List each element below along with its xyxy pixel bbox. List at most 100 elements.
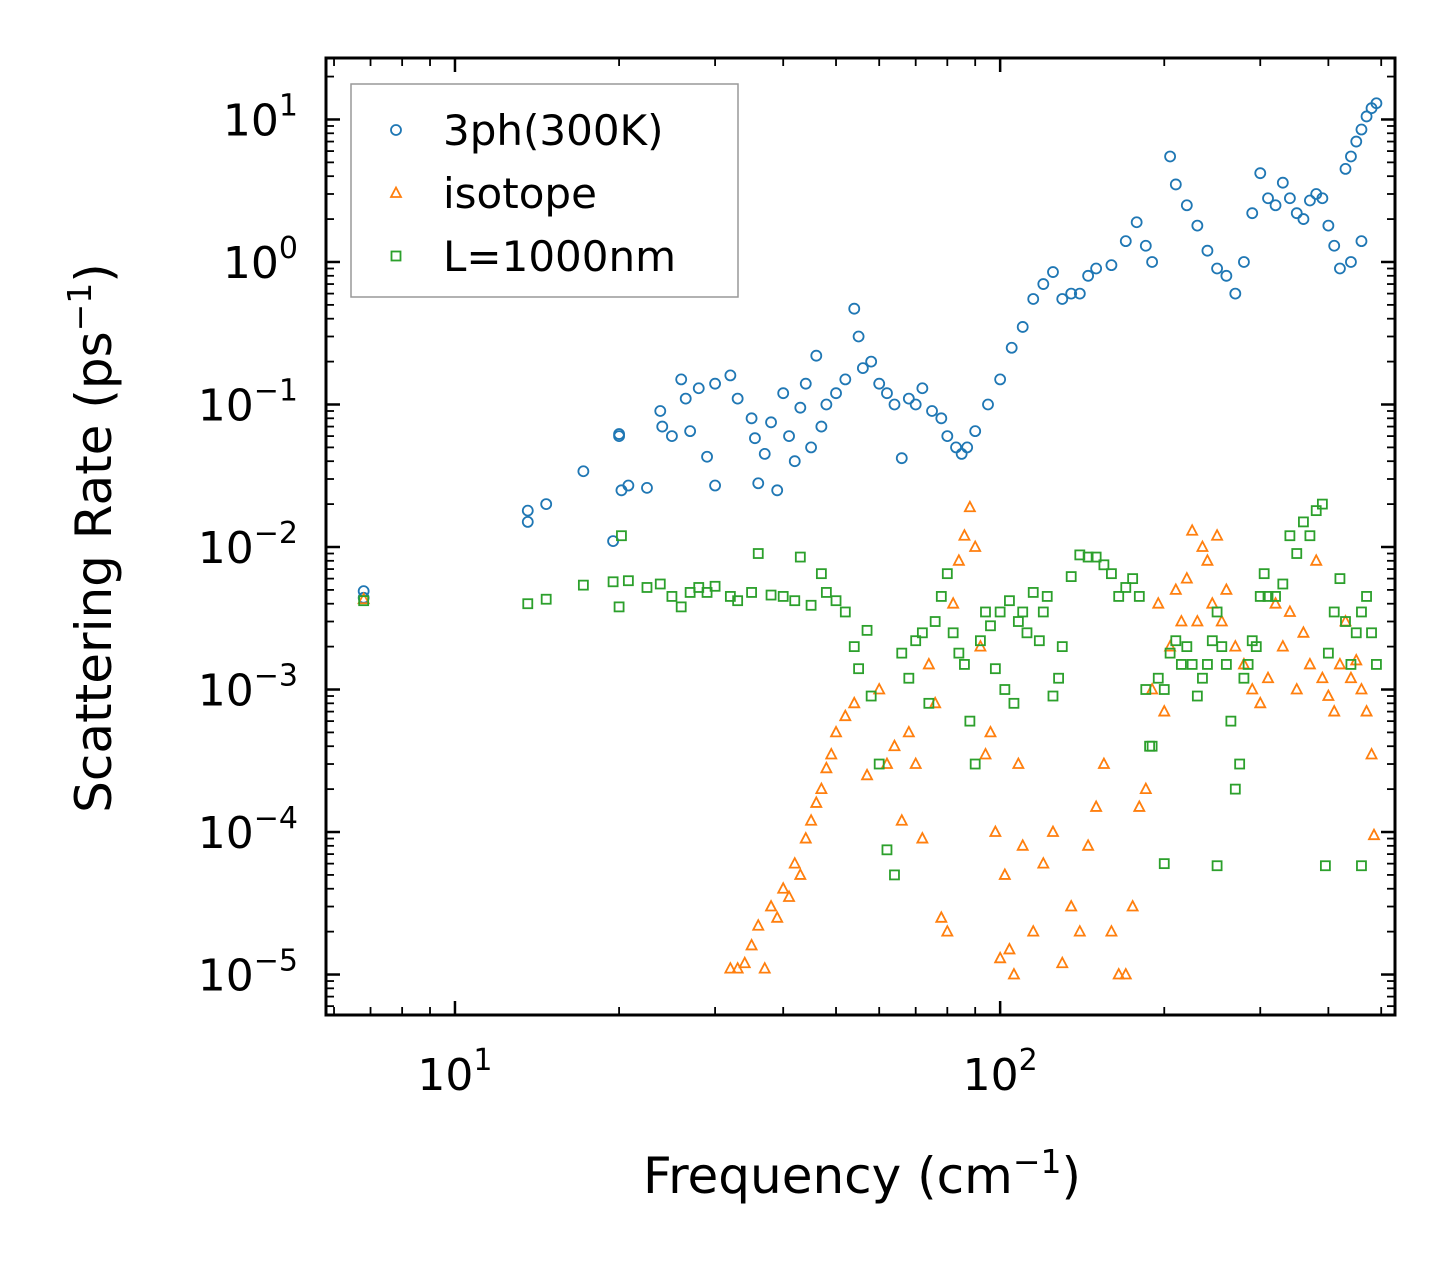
data-point [1310,505,1322,517]
data-point [935,591,947,602]
data-point [1360,110,1373,123]
data-point [1146,256,1159,268]
data-point [765,416,777,429]
data-point [1276,176,1289,189]
data-point [1027,587,1039,598]
data-point [982,398,994,411]
data-point [865,690,877,702]
data-point [666,430,678,443]
data-point [853,663,864,675]
data-point [810,349,823,362]
data-point [1201,244,1214,257]
data-point [1356,860,1367,872]
data-point [923,697,935,709]
data-point [1126,899,1140,912]
data-point [1186,659,1198,670]
data-point [1250,641,1262,653]
data-point [738,955,752,969]
data-point [1082,269,1095,282]
data-point [1245,682,1259,695]
data-point [1164,150,1177,163]
data-point [1041,591,1053,602]
data-point [1047,690,1059,702]
data-point [985,620,996,632]
data-point [731,392,744,405]
data-point [692,382,705,395]
data-point [1036,856,1050,869]
data-point [838,708,852,722]
data-point [1033,635,1045,647]
data-point [1113,591,1125,602]
data-point [952,553,966,566]
series-circle [357,97,1383,604]
data-point [777,387,790,400]
data-point [957,528,971,541]
data-point [799,377,812,390]
data-point [752,548,764,559]
legend-box [350,83,739,298]
data-point [953,647,965,659]
data-point [1366,627,1377,639]
data-point [902,392,915,405]
data-point [1277,578,1289,590]
data-point [815,568,827,580]
data-point [794,551,806,563]
data-point [873,758,885,770]
data-point [1225,715,1237,727]
data-point [1334,262,1346,275]
data-point [999,684,1011,695]
data-point [577,465,590,478]
data-point [749,432,761,445]
data-point [1005,341,1018,354]
data-point [994,373,1007,386]
data-point [1056,641,1068,653]
data-point [616,530,627,542]
data-point [684,425,697,438]
data-point [1164,647,1176,659]
data-point [358,595,370,607]
data-point [1354,682,1368,695]
data-point [522,598,534,610]
data-point [1090,262,1103,275]
data-point [1355,123,1368,136]
data-point [1322,219,1335,232]
data-point [1246,207,1259,220]
data-point [1339,162,1352,175]
data-point [975,635,986,647]
data-point [815,420,828,433]
data-point [1202,659,1213,670]
data-point [1104,924,1118,937]
data-point [1258,568,1270,580]
data-point [820,398,833,411]
data-point [666,591,678,602]
data-point [521,516,534,528]
data-point [788,455,801,468]
data-point [746,587,757,598]
data-point [1334,573,1346,585]
data-point [701,450,713,463]
data-point [745,938,759,951]
data-point [916,382,929,395]
data-point [723,961,737,974]
data-point [1360,704,1374,717]
data-point [1130,216,1143,229]
data-point [782,889,796,902]
data-point [1175,659,1187,670]
data-point [1026,924,1040,937]
data-point [1322,647,1334,659]
data-point [1132,799,1146,812]
data-point [1261,670,1275,684]
data-point [896,647,908,659]
y-axis-label: Scattering Rate (ps−1) [60,263,123,813]
data-point [824,747,838,760]
data-point [1105,259,1118,272]
data-point [758,448,771,460]
data-point [1090,551,1102,563]
x-axis-label: Frequency (cm−1) [643,1142,1081,1205]
data-point [1345,150,1357,163]
legend: 3ph(300K) isotope L=1000nm [350,83,739,298]
x-tick-labels: 101 102 [417,1043,1037,1101]
y-tick-label: 100 [223,231,298,289]
data-point [1229,783,1241,795]
data-point [830,387,842,400]
